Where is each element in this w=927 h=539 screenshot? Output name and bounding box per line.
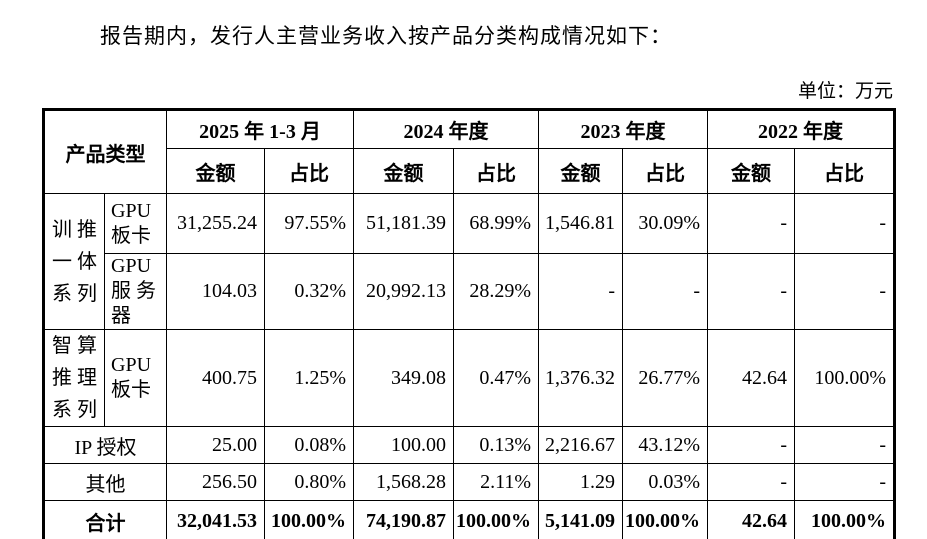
value-cell: 32,041.53: [166, 500, 265, 539]
row-label-ip-license: IP 授权: [43, 426, 167, 464]
col-subheader-ratio-2024: 占比: [453, 148, 540, 194]
value-cell: -: [707, 463, 796, 501]
intro-paragraph: 报告期内，发行人主营业务收入按产品分类构成情况如下：: [100, 24, 672, 48]
value-cell: 400.75: [166, 329, 265, 427]
value-cell: 0.80%: [263, 463, 355, 501]
value-cell: 28.29%: [453, 253, 540, 330]
value-cell: 20,992.13: [353, 253, 455, 330]
value-cell: 100.00%: [794, 329, 896, 427]
value-cell: 2.11%: [453, 463, 540, 501]
value-cell: 1,568.28: [353, 463, 455, 501]
value-cell: 100.00%: [794, 500, 896, 539]
value-cell: 0.13%: [453, 426, 540, 464]
col-subheader-amount-2023: 金额: [538, 148, 624, 194]
row-label-gpu-board: GPU 板卡: [104, 193, 167, 254]
value-cell: 0.08%: [263, 426, 355, 464]
row-group-train-infer-series: 训 推 一 体 系 列: [43, 193, 105, 330]
col-subheader-amount-2022: 金额: [707, 148, 796, 194]
value-cell: -: [794, 193, 896, 254]
value-cell: 0.03%: [622, 463, 709, 501]
value-cell: 0.47%: [453, 329, 540, 427]
value-cell: -: [707, 253, 796, 330]
header-row-subheaders: 金额 占比 金额 占比 金额 占比 金额 占比: [44, 148, 896, 194]
value-cell: 97.55%: [263, 193, 355, 254]
value-cell: 2,216.67: [538, 426, 624, 464]
row-label-gpu-board: GPU 板卡: [104, 329, 167, 427]
table-row-gpu-server: GPU 服 务 器 104.03 0.32% 20,992.13 28.29% …: [44, 253, 896, 330]
value-cell: -: [707, 193, 796, 254]
value-cell: 1,376.32: [538, 329, 624, 427]
value-cell: 104.03: [166, 253, 265, 330]
value-cell: 100.00%: [263, 500, 355, 539]
col-subheader-ratio-2025: 占比: [263, 148, 355, 194]
value-cell: 100.00%: [453, 500, 540, 539]
value-cell: 25.00: [166, 426, 265, 464]
col-header-period-2024: 2024 年度: [353, 109, 540, 149]
value-cell: 349.08: [353, 329, 455, 427]
col-header-period-2022: 2022 年度: [707, 109, 896, 149]
value-cell: 31,255.24: [166, 193, 265, 254]
value-cell: 68.99%: [453, 193, 540, 254]
table-row-total: 合计 32,041.53 100.00% 74,190.87 100.00% 5…: [43, 500, 896, 539]
value-cell: -: [538, 253, 624, 330]
row-label-other: 其他: [43, 463, 167, 501]
table-row-ip-license: IP 授权 25.00 0.08% 100.00 0.13% 2,216.67 …: [43, 426, 896, 464]
value-cell: 42.64: [707, 500, 796, 539]
col-header-product-type: 产品类型: [43, 109, 167, 194]
col-subheader-amount-2025: 金额: [166, 148, 265, 194]
value-cell: 1,546.81: [538, 193, 624, 254]
value-cell: 74,190.87: [353, 500, 455, 539]
value-cell: 100.00%: [622, 500, 709, 539]
table-row-gpu-board-infer: 智 算 推 理 系 列 GPU 板卡 400.75 1.25% 349.08 0…: [43, 329, 896, 427]
value-cell: 26.77%: [622, 329, 709, 427]
value-cell: 100.00: [353, 426, 455, 464]
value-cell: -: [794, 463, 896, 501]
value-cell: 256.50: [166, 463, 265, 501]
value-cell: 51,181.39: [353, 193, 455, 254]
row-label-total: 合计: [43, 500, 167, 539]
unit-note: 单位：万元: [797, 81, 893, 102]
value-cell: 1.29: [538, 463, 624, 501]
col-subheader-amount-2024: 金额: [353, 148, 455, 194]
header-row-periods: 产品类型 2025 年 1-3 月 2024 年度 2023 年度 2022 年…: [43, 109, 896, 194]
revenue-by-product-table: 产品类型 2025 年 1-3 月 2024 年度 2023 年度 2022 年…: [42, 108, 897, 539]
col-subheader-ratio-2023: 占比: [622, 148, 709, 194]
table-row-gpu-board-train: 训 推 一 体 系 列 GPU 板卡 31,255.24 97.55% 51,1…: [43, 193, 896, 330]
value-cell: -: [622, 253, 709, 330]
value-cell: 0.32%: [263, 253, 355, 330]
value-cell: -: [794, 426, 896, 464]
row-group-intelli-infer-series: 智 算 推 理 系 列: [43, 329, 105, 427]
row-label-gpu-server: GPU 服 务 器: [104, 253, 167, 330]
col-subheader-ratio-2022: 占比: [794, 148, 896, 194]
col-header-period-2025: 2025 年 1-3 月: [165, 109, 355, 149]
col-header-period-2023: 2023 年度: [538, 109, 709, 149]
value-cell: -: [707, 426, 796, 464]
value-cell: 42.64: [707, 329, 796, 427]
value-cell: 1.25%: [263, 329, 355, 427]
table-row-other: 其他 256.50 0.80% 1,568.28 2.11% 1.29 0.03…: [43, 463, 896, 501]
value-cell: 43.12%: [622, 426, 709, 464]
value-cell: -: [794, 253, 896, 330]
value-cell: 30.09%: [622, 193, 709, 254]
value-cell: 5,141.09: [538, 500, 624, 539]
